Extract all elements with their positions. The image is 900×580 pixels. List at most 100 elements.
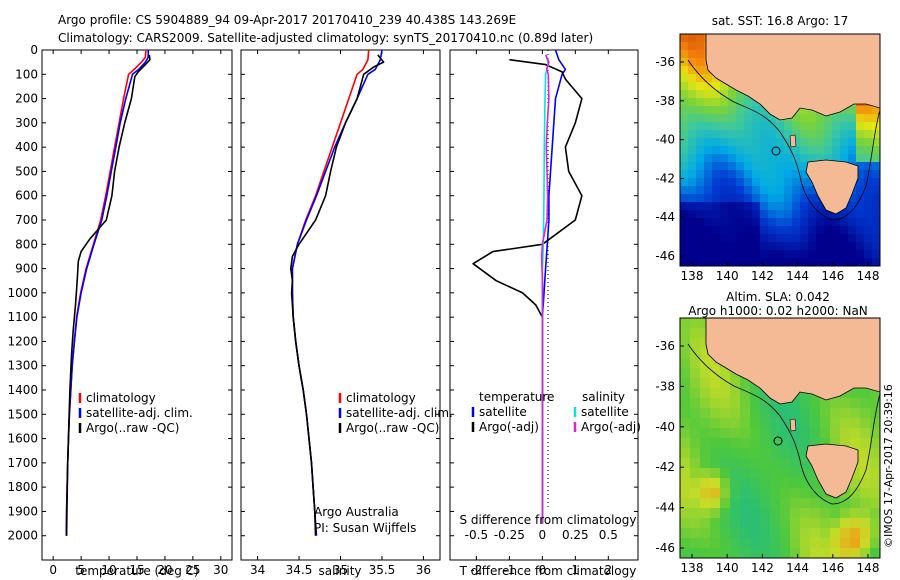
sst-cell bbox=[792, 250, 800, 258]
sst-cell bbox=[768, 122, 776, 130]
x-tick-label: 34 bbox=[250, 563, 265, 577]
sst-cell bbox=[704, 146, 712, 154]
sst-cell bbox=[720, 106, 728, 114]
sla-cell bbox=[840, 508, 850, 518]
sla-cell bbox=[690, 398, 700, 408]
sst-cell bbox=[864, 250, 872, 258]
sla-cell bbox=[680, 438, 690, 448]
legend-entry-label: climatology bbox=[86, 391, 156, 405]
sst-cell bbox=[792, 202, 800, 210]
sst-cell bbox=[704, 258, 712, 266]
sst-cell bbox=[680, 66, 688, 74]
sla-cell bbox=[730, 398, 740, 408]
sla-cell bbox=[800, 518, 810, 528]
sla-cell bbox=[770, 508, 780, 518]
sst-cell bbox=[752, 194, 760, 202]
sst-cell bbox=[856, 186, 864, 194]
sst-cell bbox=[792, 154, 800, 162]
salinity-panel: 34 34.5 35 35.5 36 climatologysatellite-adj.… bbox=[240, 49, 453, 578]
sst-cell bbox=[752, 258, 760, 266]
sla-cell bbox=[800, 508, 810, 518]
y-tick-label: 1400 bbox=[7, 383, 38, 397]
sla-cell bbox=[780, 488, 790, 498]
sla-cell bbox=[770, 448, 780, 458]
sla-map-title-2: Argo h1000: 0.02 h2000: NaN bbox=[688, 304, 868, 318]
salinity-axes-frame bbox=[240, 49, 441, 561]
sst-cell bbox=[856, 234, 864, 242]
sst-cell bbox=[696, 226, 704, 234]
y-tick-label: 200 bbox=[15, 92, 38, 106]
sla-cell bbox=[830, 498, 840, 508]
legend-entry-label: satellite-adj. clim. bbox=[346, 406, 453, 420]
y-tick-label: 1500 bbox=[7, 407, 38, 421]
sst-cell bbox=[760, 170, 768, 178]
sla-king-island bbox=[789, 418, 797, 432]
sla-cell bbox=[770, 518, 780, 528]
sst-cell bbox=[872, 210, 880, 218]
sst-cell bbox=[752, 210, 760, 218]
sst-cell bbox=[768, 178, 776, 186]
y-tick-label: 1100 bbox=[7, 310, 38, 324]
sla-cell bbox=[830, 418, 840, 428]
sst-cell bbox=[808, 114, 816, 122]
sla-cell bbox=[870, 438, 880, 448]
sst-cell bbox=[736, 106, 744, 114]
sst-cell bbox=[864, 162, 872, 170]
sla-cell bbox=[720, 428, 730, 438]
sst-cell bbox=[832, 226, 840, 234]
sla-cell bbox=[690, 538, 700, 548]
sst-cell bbox=[848, 106, 856, 114]
sst-cell bbox=[688, 58, 696, 66]
sst-cell bbox=[744, 250, 752, 258]
sst-cell bbox=[696, 186, 704, 194]
sla-cell bbox=[730, 528, 740, 538]
map-x-tick-label: 138 bbox=[681, 269, 704, 283]
sst-cell bbox=[680, 218, 688, 226]
sla-cell bbox=[690, 478, 700, 488]
sla-cell bbox=[700, 458, 710, 468]
sla-cell bbox=[730, 518, 740, 528]
sla-cell bbox=[790, 408, 800, 418]
sla-cell bbox=[760, 508, 770, 518]
sst-cell bbox=[712, 194, 720, 202]
sst-cell bbox=[832, 114, 840, 122]
sst-cell bbox=[696, 58, 704, 66]
sla-cell bbox=[680, 458, 690, 468]
sst-cell bbox=[800, 234, 808, 242]
sst-cell bbox=[720, 146, 728, 154]
sla-cell bbox=[740, 518, 750, 528]
sst-cell bbox=[696, 258, 704, 266]
sla-cell bbox=[820, 528, 830, 538]
sla-cell bbox=[810, 498, 820, 508]
sla-cell bbox=[820, 398, 830, 408]
sst-cell bbox=[800, 138, 808, 146]
sst-cell bbox=[736, 242, 744, 250]
x-tick-label: 25 bbox=[185, 563, 200, 577]
x-tick-label: 0 bbox=[539, 563, 547, 577]
sst-cell bbox=[704, 226, 712, 234]
sst-cell bbox=[840, 114, 848, 122]
sla-cell bbox=[870, 528, 880, 538]
sla-cell bbox=[700, 388, 710, 398]
sla-cell bbox=[750, 438, 760, 448]
sst-cell bbox=[688, 162, 696, 170]
sst-cell bbox=[712, 130, 720, 138]
sla-cell bbox=[770, 488, 780, 498]
y-tick-label: 1700 bbox=[7, 456, 38, 470]
sst-cell bbox=[856, 130, 864, 138]
sst-cell bbox=[696, 122, 704, 130]
sla-cell bbox=[720, 528, 730, 538]
salinity-annotation-line-1: Argo Australia bbox=[314, 505, 399, 519]
sla-cell bbox=[780, 508, 790, 518]
sla-cell bbox=[700, 478, 710, 488]
sla-cell bbox=[690, 518, 700, 528]
sla-cell bbox=[680, 348, 690, 358]
sst-cell bbox=[816, 226, 824, 234]
y-tick-label: 100 bbox=[15, 67, 38, 81]
legend-title-temperature: temperature bbox=[479, 390, 554, 404]
sst-cell bbox=[680, 50, 688, 58]
sst-cell bbox=[752, 146, 760, 154]
sla-cell bbox=[760, 518, 770, 528]
sla-cell bbox=[750, 518, 760, 528]
